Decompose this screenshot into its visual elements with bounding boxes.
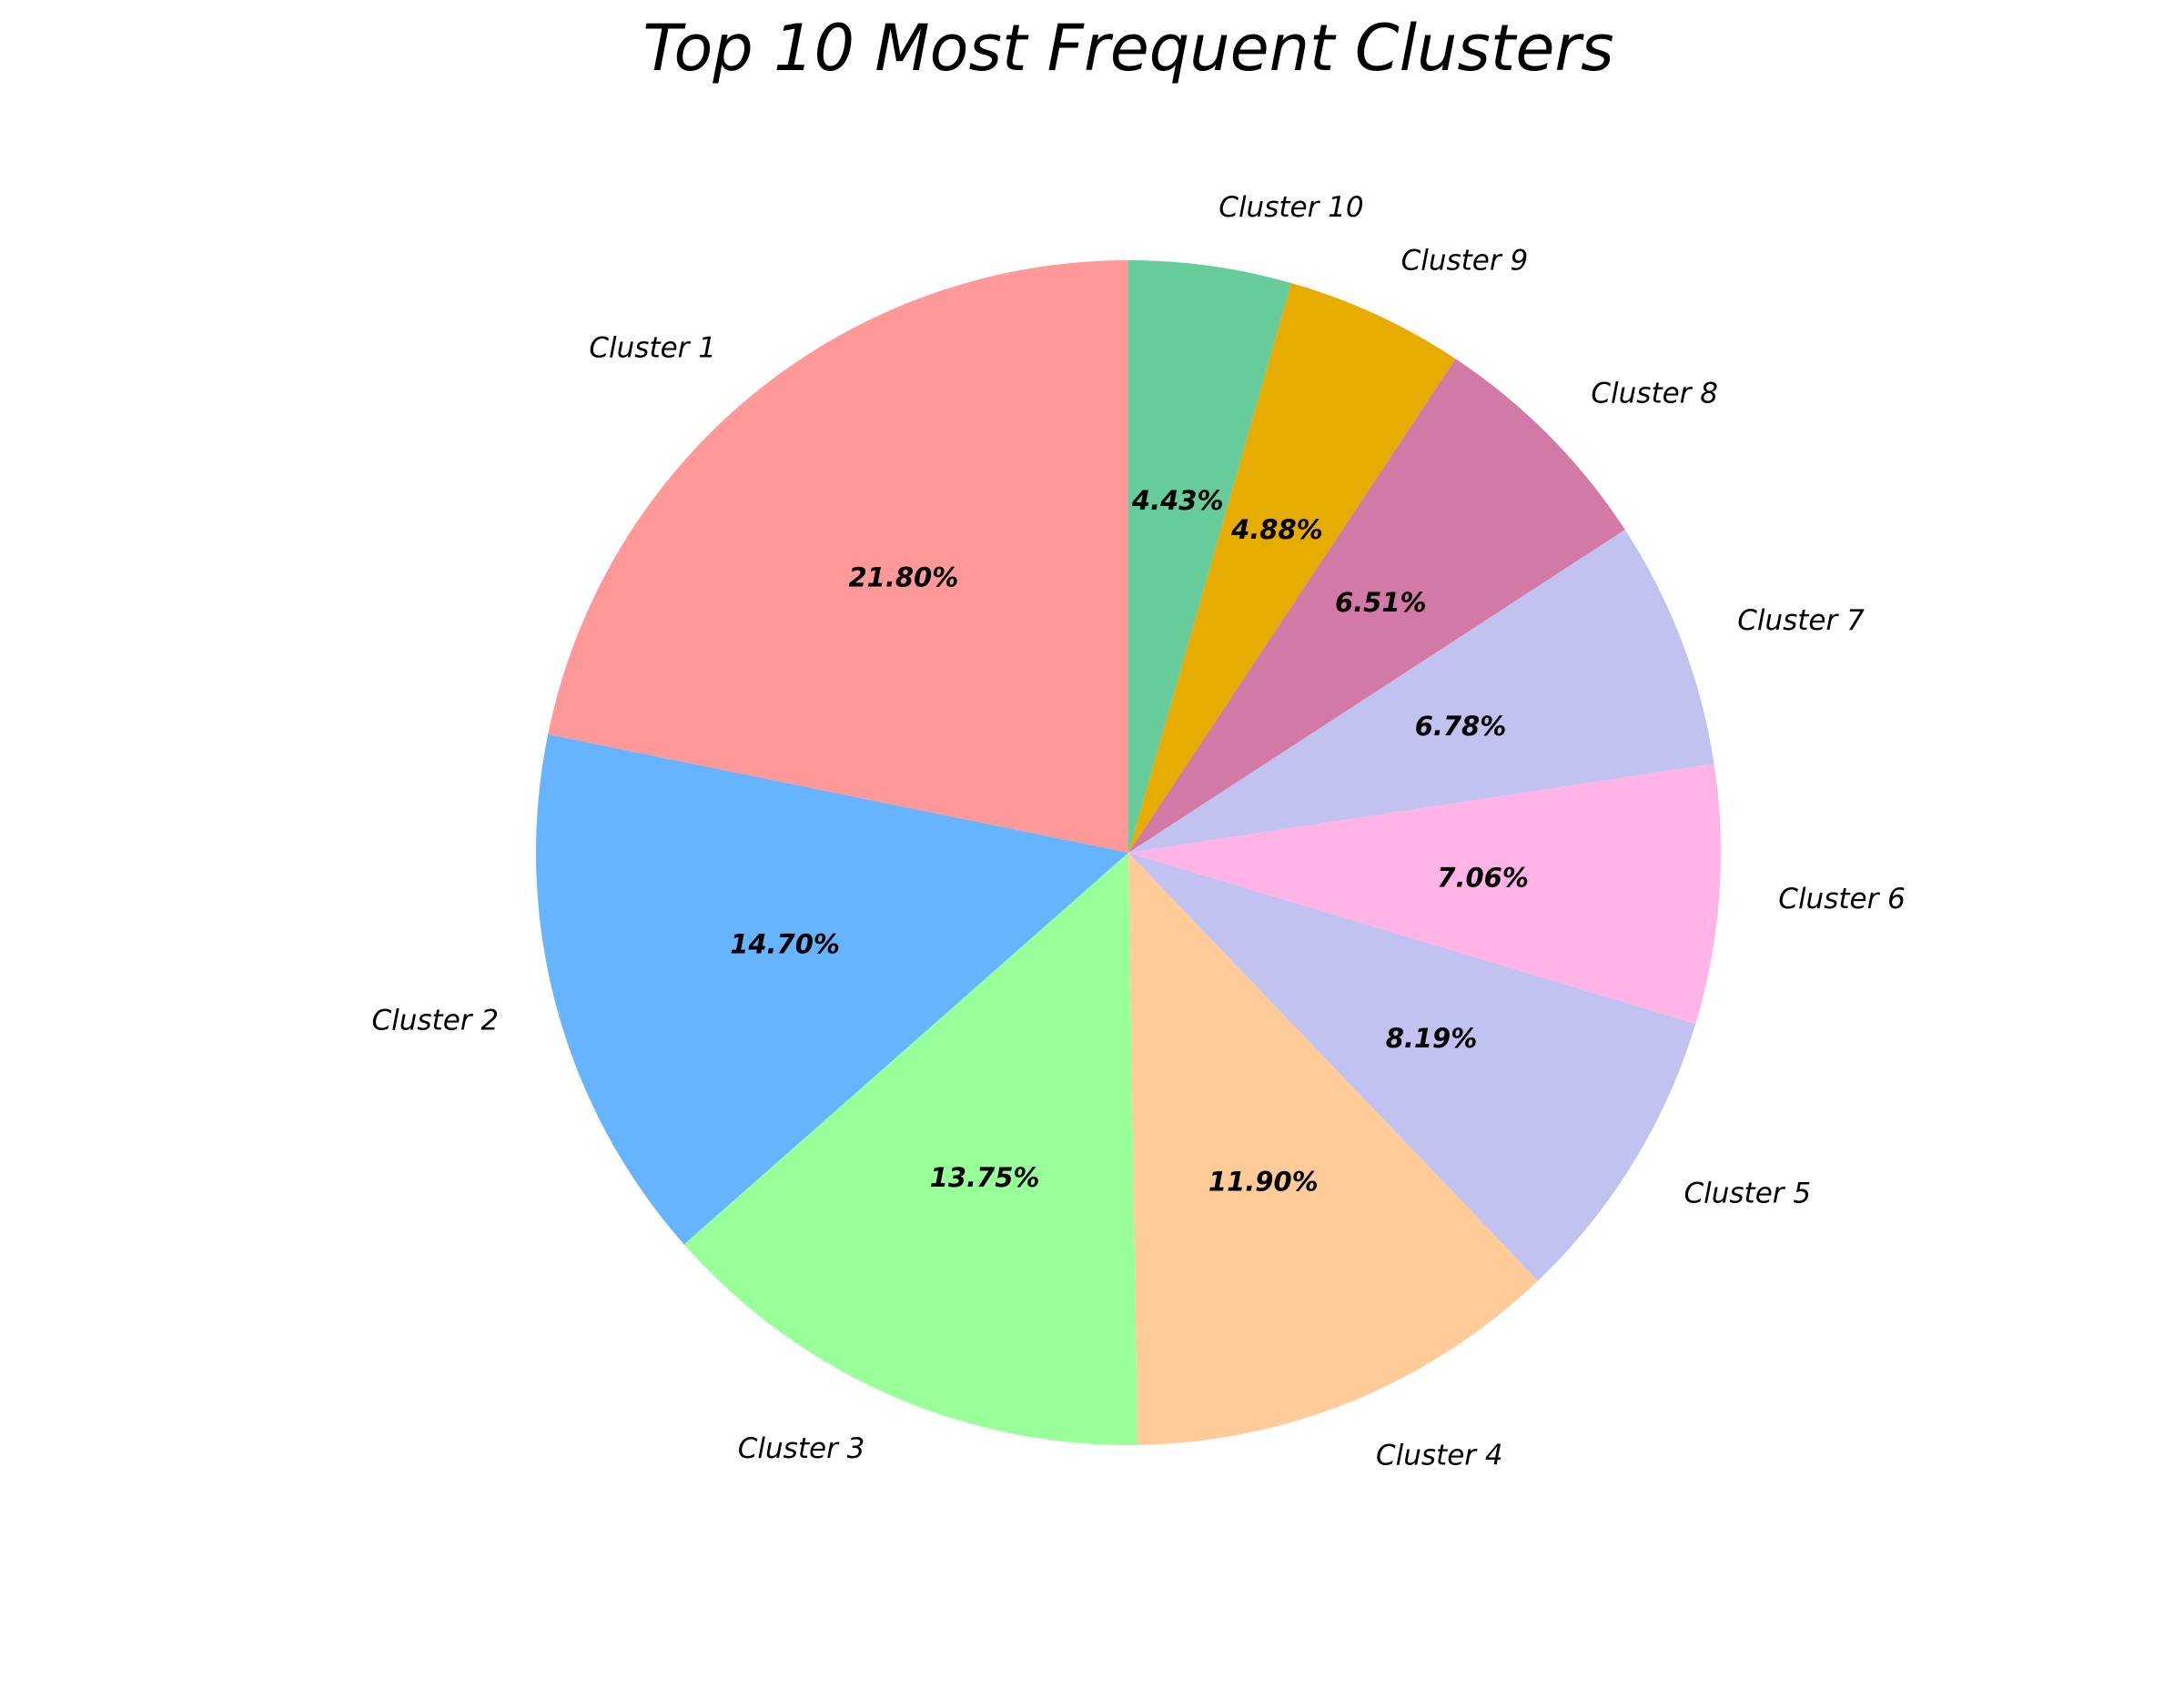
- category-label-1: Cluster 1: [589, 331, 716, 364]
- category-label-10: Cluster 10: [1218, 191, 1363, 224]
- pie-slices: [535, 260, 1721, 1446]
- pie-slice-6: [1128, 764, 1721, 1024]
- pie-slice-7: [1128, 529, 1714, 853]
- pie-slice-1: [548, 260, 1128, 853]
- category-label-2: Cluster 2: [371, 1005, 499, 1037]
- percentage-label-4: 11.90%: [1208, 1166, 1319, 1197]
- percentage-label-2: 14.70%: [730, 929, 840, 960]
- pie-slice-4: [1128, 853, 1539, 1445]
- percentage-labels: 21.80% 14.70% 13.75% 11.90% 8.19% 7.06% 6.78% 6…: [730, 485, 1529, 1197]
- pie-slice-8: [1128, 359, 1625, 853]
- category-label-4: Cluster 4: [1376, 1439, 1503, 1472]
- percentage-label-5: 8.19%: [1386, 1023, 1478, 1054]
- category-label-3: Cluster 3: [738, 1432, 865, 1465]
- category-label-8: Cluster 8: [1591, 378, 1718, 410]
- pie-slice-10: [1128, 260, 1291, 853]
- percentage-label-8: 6.51%: [1335, 587, 1427, 618]
- percentage-label-9: 4.88%: [1230, 514, 1323, 545]
- pie-slice-3: [683, 853, 1138, 1446]
- category-label-9: Cluster 9: [1401, 245, 1529, 278]
- category-label-7: Cluster 7: [1737, 604, 1865, 637]
- chart-title: Top 10 Most Frequent Clusters: [642, 11, 1613, 86]
- category-labels: Cluster 1 Cluster 2 Cluster 3 Cluster 4 Clus…: [371, 191, 1905, 1472]
- percentage-label-10: 4.43%: [1131, 485, 1224, 516]
- percentage-label-1: 21.80%: [849, 562, 959, 593]
- percentage-label-6: 7.06%: [1437, 863, 1529, 894]
- pie-slice-9: [1128, 283, 1456, 853]
- category-label-5: Cluster 5: [1684, 1177, 1812, 1209]
- pie-slice-5: [1128, 853, 1696, 1281]
- percentage-label-3: 13.75%: [930, 1162, 1040, 1193]
- category-label-6: Cluster 6: [1778, 883, 1906, 915]
- pie-slice-2: [535, 733, 1128, 1245]
- percentage-label-7: 6.78%: [1415, 711, 1507, 742]
